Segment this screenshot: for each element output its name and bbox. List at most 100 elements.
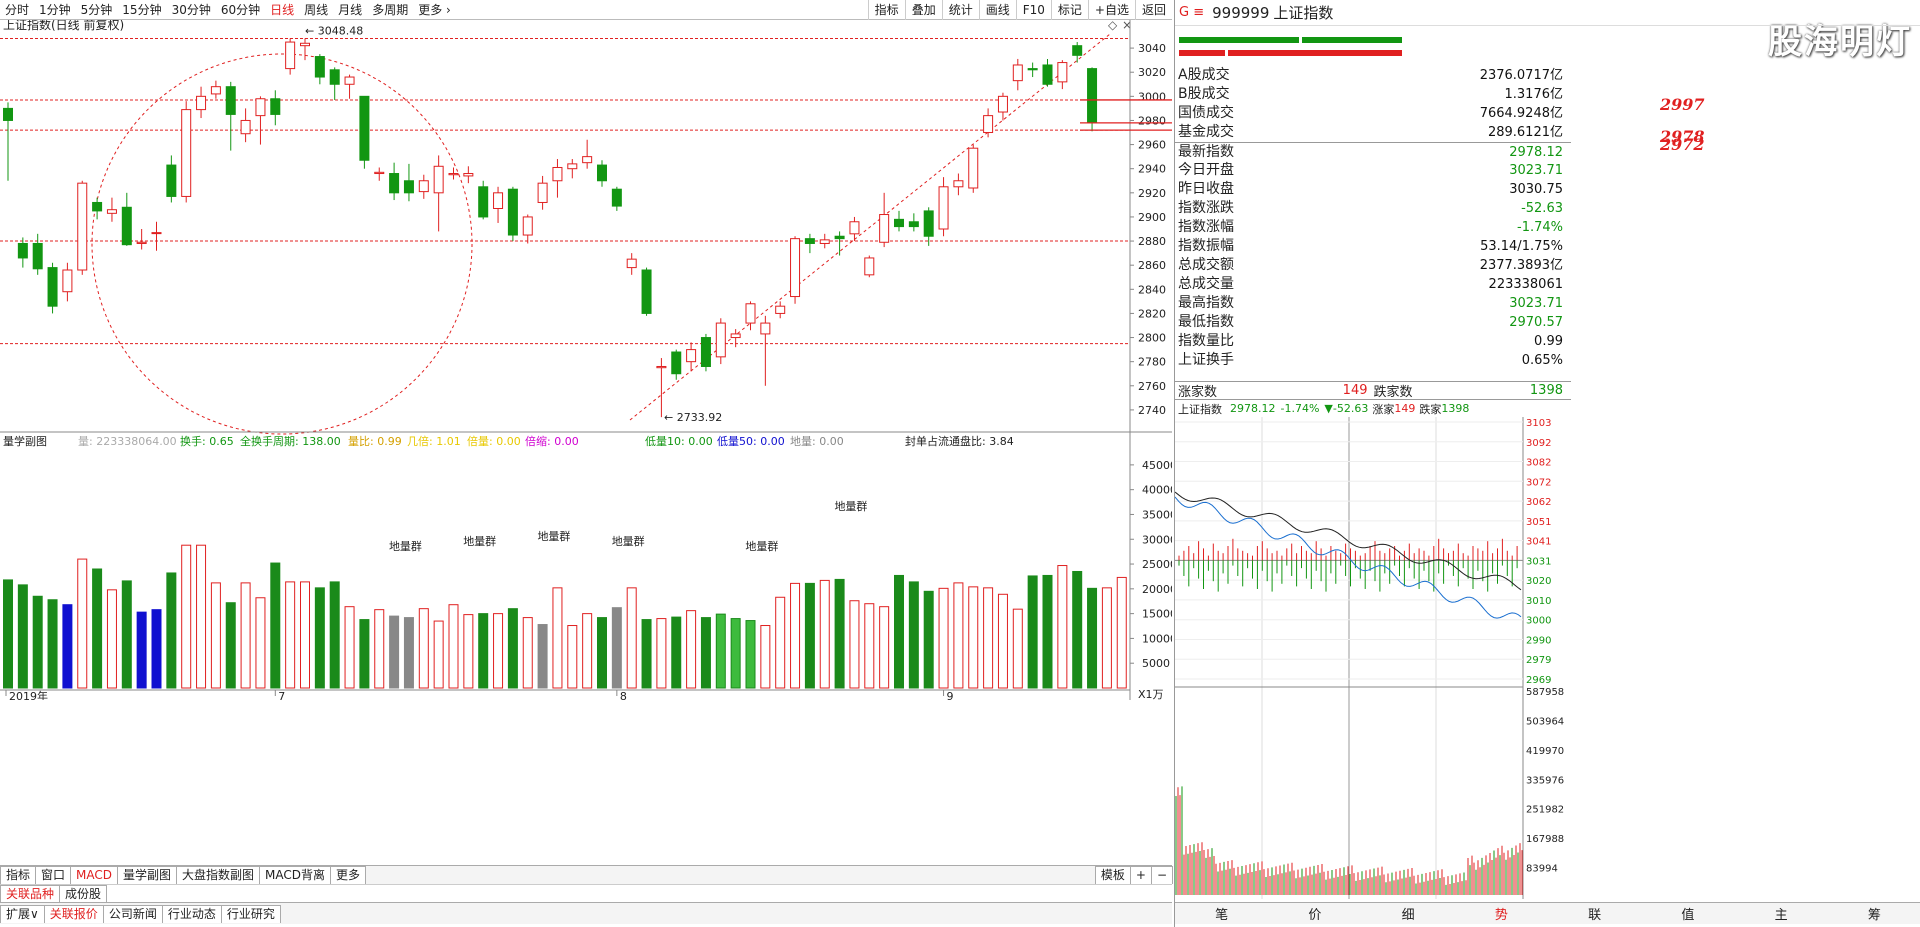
- volume-bar[interactable]: [804, 582, 815, 689]
- quote-nav-6[interactable]: 主: [1774, 908, 1788, 923]
- candle[interactable]: [686, 342, 697, 372]
- quote-nav-3[interactable]: 势: [1494, 908, 1508, 923]
- candle[interactable]: [745, 301, 756, 331]
- volume-bar[interactable]: [641, 619, 652, 689]
- candle[interactable]: [1012, 58, 1023, 91]
- kline-chart[interactable]: 上证指数(日线 前复权) ◇ × 2740 2760 2780 2800 2820 2840 28…: [0, 20, 1172, 700]
- candle[interactable]: [344, 74, 355, 99]
- candle[interactable]: [864, 255, 875, 278]
- volume-bar[interactable]: [1042, 574, 1053, 689]
- volume-bar[interactable]: [715, 613, 726, 689]
- candle[interactable]: [329, 67, 340, 100]
- candle[interactable]: [507, 186, 518, 242]
- indicator-tab-6[interactable]: 更多: [330, 866, 367, 884]
- volume-bar[interactable]: [1027, 575, 1038, 689]
- candle[interactable]: [953, 173, 964, 196]
- candle[interactable]: [804, 233, 815, 254]
- volume-bar[interactable]: [552, 587, 563, 689]
- candle[interactable]: [537, 175, 548, 210]
- indicator-tab-3[interactable]: 量学副图: [117, 866, 178, 884]
- volume-bar[interactable]: [121, 580, 132, 689]
- candle[interactable]: [700, 333, 711, 372]
- candle[interactable]: [641, 267, 652, 316]
- candle[interactable]: [463, 166, 474, 184]
- candle[interactable]: [730, 329, 741, 348]
- candle[interactable]: [433, 155, 444, 232]
- candle[interactable]: [32, 233, 43, 275]
- candle[interactable]: [1042, 58, 1053, 87]
- candle[interactable]: [938, 177, 949, 237]
- info-tab-4[interactable]: 行业研究: [220, 904, 281, 923]
- volume-bar[interactable]: [463, 614, 474, 689]
- candle[interactable]: [374, 167, 385, 181]
- info-tab-1[interactable]: 关联报价: [43, 904, 104, 923]
- candle[interactable]: [582, 139, 593, 169]
- candle[interactable]: [166, 155, 177, 203]
- volume-bar[interactable]: [166, 572, 177, 689]
- candle[interactable]: [196, 86, 207, 119]
- volume-bar[interactable]: [567, 625, 578, 689]
- volume-bar[interactable]: [983, 587, 994, 689]
- candle[interactable]: [121, 192, 132, 246]
- volume-bar[interactable]: [1087, 587, 1098, 689]
- level-arrow[interactable]: [1080, 126, 1172, 134]
- candle[interactable]: [92, 197, 103, 220]
- volume-bar[interactable]: [493, 613, 504, 689]
- volume-bar[interactable]: [537, 624, 548, 689]
- volume-bar[interactable]: [403, 617, 414, 689]
- candle[interactable]: [448, 167, 459, 180]
- volume-bar[interactable]: [329, 581, 340, 689]
- volume-bar[interactable]: [923, 590, 934, 689]
- volume-bar[interactable]: [997, 593, 1008, 689]
- period-6[interactable]: 日线: [270, 3, 295, 17]
- candle[interactable]: [567, 159, 578, 179]
- volume-bar[interactable]: [671, 616, 682, 689]
- candle[interactable]: [359, 95, 370, 169]
- template-control-2[interactable]: −: [1150, 866, 1173, 884]
- template-control-0[interactable]: 模板: [1094, 866, 1131, 884]
- candle[interactable]: [715, 318, 726, 365]
- candle[interactable]: [136, 229, 147, 250]
- tool-button-7[interactable]: 返回: [1134, 0, 1172, 20]
- volume-bar[interactable]: [92, 568, 103, 689]
- candle[interactable]: [790, 236, 801, 304]
- candle[interactable]: [522, 214, 533, 244]
- period-3[interactable]: 15分钟: [122, 3, 162, 17]
- volume-bar[interactable]: [908, 581, 919, 689]
- period-2[interactable]: 5分钟: [80, 3, 113, 17]
- candle[interactable]: [403, 163, 414, 202]
- period-4[interactable]: 30分钟: [171, 3, 211, 17]
- candle[interactable]: [626, 253, 637, 275]
- volume-bar[interactable]: [775, 596, 786, 689]
- candle[interactable]: [17, 237, 28, 268]
- volume-bar[interactable]: [210, 582, 221, 689]
- candle[interactable]: [656, 358, 667, 418]
- diamond-icon[interactable]: ◇: [1108, 20, 1118, 32]
- volume-bar[interactable]: [968, 586, 979, 689]
- volume-bar[interactable]: [418, 608, 429, 689]
- candle[interactable]: [418, 174, 429, 199]
- tool-button-5[interactable]: 标记: [1050, 0, 1088, 20]
- volume-bar[interactable]: [864, 603, 875, 689]
- template-control-1[interactable]: +: [1129, 866, 1152, 884]
- volume-bar[interactable]: [611, 607, 622, 689]
- volume-bar[interactable]: [1057, 565, 1068, 689]
- volume-bar[interactable]: [359, 619, 370, 689]
- indicator-tab-0[interactable]: 指标: [0, 866, 37, 884]
- volume-bar[interactable]: [285, 581, 296, 689]
- volume-bar[interactable]: [953, 582, 964, 689]
- candle[interactable]: [879, 192, 890, 248]
- quote-nav-4[interactable]: 联: [1588, 908, 1602, 923]
- volume-bar[interactable]: [1012, 608, 1023, 689]
- candle[interactable]: [255, 96, 266, 145]
- candle[interactable]: [775, 301, 786, 319]
- candle[interactable]: [760, 315, 771, 386]
- volume-bar[interactable]: [389, 615, 400, 689]
- volume-bar[interactable]: [300, 581, 310, 689]
- candle[interactable]: [240, 108, 251, 143]
- candle[interactable]: [1072, 42, 1083, 63]
- volume-bar[interactable]: [819, 579, 830, 689]
- candle[interactable]: [270, 90, 281, 126]
- volume-bar[interactable]: [656, 618, 667, 689]
- related-tab-1[interactable]: 成份股: [59, 884, 108, 903]
